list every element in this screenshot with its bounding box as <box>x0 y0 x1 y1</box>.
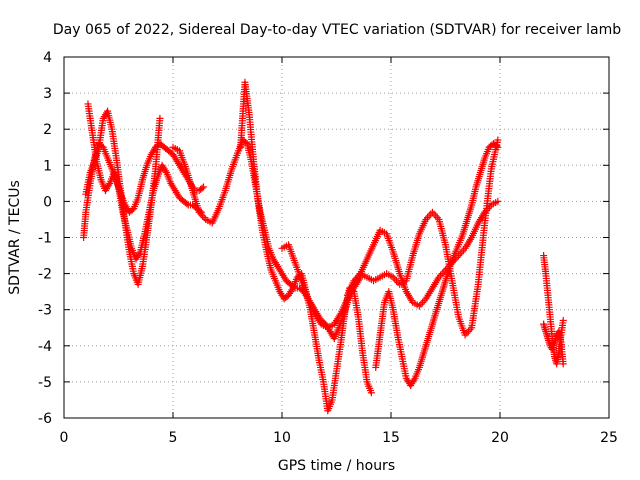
x-tick-label: 15 <box>382 430 400 446</box>
x-tick-label: 0 <box>60 430 69 446</box>
x-tick-label: 20 <box>491 430 509 446</box>
data-point <box>367 389 375 397</box>
data-point <box>156 114 164 122</box>
axis-ticks: 0 5 10 15 20 25 -6 -5 -4 -3 -2 -1 0 1 2 3 4 <box>38 50 618 446</box>
data-point <box>494 136 502 144</box>
x-axis-label: GPS time / hours <box>278 458 395 474</box>
data-point <box>425 212 433 220</box>
series-track-e <box>237 78 375 415</box>
series-track-h <box>372 140 502 390</box>
data-point <box>559 360 567 368</box>
grid-lines <box>64 57 609 418</box>
y-tick-label: -3 <box>38 303 52 319</box>
data-point <box>494 143 502 151</box>
series-track-d <box>169 136 364 343</box>
y-tick-label: -5 <box>38 375 52 391</box>
data-point <box>559 317 567 325</box>
y-tick-label: 2 <box>43 122 52 138</box>
y-tick-label: -4 <box>38 339 52 355</box>
series-track-f <box>278 197 502 332</box>
data-point <box>430 210 438 218</box>
data-point <box>494 197 502 205</box>
data-point <box>492 142 500 150</box>
x-tick-label: 25 <box>600 430 618 446</box>
x-tick-label: 5 <box>169 430 178 446</box>
y-tick-label: 1 <box>43 158 52 174</box>
series-track-c <box>82 107 164 288</box>
data-point <box>464 327 472 335</box>
data-point <box>428 208 436 216</box>
y-axis-label: SDTVAR / TECUs <box>7 180 23 295</box>
series-track-g <box>343 136 502 339</box>
data-point <box>432 212 440 220</box>
data-point <box>438 270 446 278</box>
data-points <box>80 78 567 415</box>
x-tick-label: 10 <box>273 430 291 446</box>
data-point <box>200 183 208 191</box>
data-point <box>183 200 191 208</box>
chart-title: Day 065 of 2022, Sidereal Day-to-day VTE… <box>53 22 621 38</box>
y-tick-label: -2 <box>38 267 52 283</box>
y-tick-label: -1 <box>38 231 52 247</box>
y-tick-label: 3 <box>43 86 52 102</box>
data-point <box>417 300 425 308</box>
series-track-j <box>540 320 567 368</box>
y-tick-label: 4 <box>43 50 52 66</box>
y-tick-label: -6 <box>38 411 52 427</box>
data-point <box>198 184 206 192</box>
y-tick-label: 0 <box>43 194 52 210</box>
